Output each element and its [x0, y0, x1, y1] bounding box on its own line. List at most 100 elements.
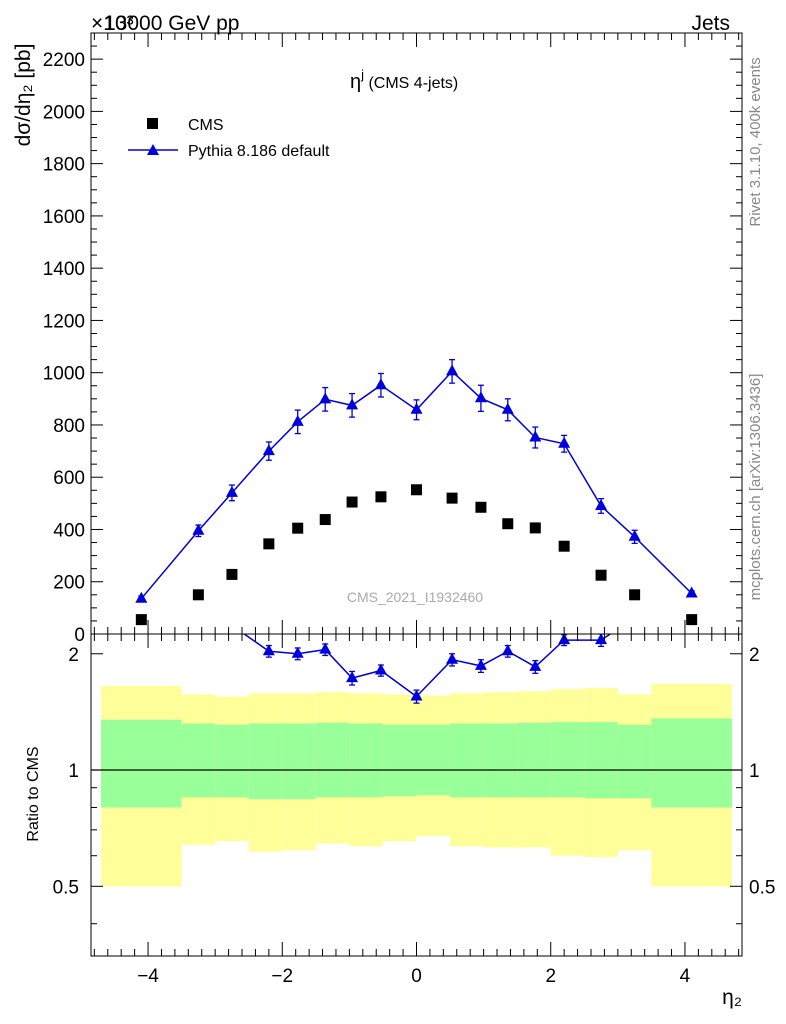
pythia-point [346, 398, 359, 410]
cms-point [558, 540, 570, 552]
pythia-point [192, 523, 205, 535]
inner-uncertainty-band [315, 722, 350, 798]
inner-uncertainty-band [450, 723, 484, 798]
cms-point [595, 569, 607, 581]
inner-uncertainty-band [382, 724, 417, 797]
x-axis-title: η₂ [722, 986, 742, 1009]
inner-uncertainty-band [248, 723, 283, 800]
plot-title-main: η [350, 71, 361, 93]
y-exponent-label: ×10³ [91, 12, 134, 35]
header-left-text: 13000 GeV pp [104, 12, 239, 35]
plot-title-rest: (CMS 4-jets) [364, 75, 458, 92]
watermark-label: CMS_2021_I1932460 [347, 589, 483, 605]
pythia-point [225, 485, 238, 497]
top-panel-axes: 0 200 400 600 800 1000 1200 1400 1600 1800 2000 220… [43, 32, 743, 646]
cms-point [411, 484, 422, 496]
cms-point [529, 522, 541, 534]
top-y-tick-label: 1600 [43, 207, 85, 228]
pythia-point [558, 436, 571, 448]
x-tick-label: 0 [411, 966, 422, 987]
cms-point [629, 589, 641, 601]
cms-point [135, 614, 147, 626]
bottom-y-tick-label-left: 0.5 [53, 877, 79, 898]
inner-uncertainty-band [617, 724, 652, 799]
pythia-point [135, 591, 148, 603]
ratio-point [319, 642, 332, 654]
inner-uncertainty-band [550, 722, 585, 798]
ratio-point [346, 671, 359, 683]
top-y-tick-label: 2200 [43, 50, 85, 71]
legend-cms-label: CMS [188, 117, 224, 134]
cms-point [226, 568, 238, 580]
pythia-point [628, 529, 641, 541]
cms-point [319, 514, 331, 526]
mcplots-side-label: mcplots.cern.ch [arXiv:1306.3436] [747, 374, 764, 601]
bottom-y-tick-label-right: 1 [749, 761, 760, 782]
top-y-tick-label: 1000 [43, 364, 85, 385]
cms-point [375, 491, 387, 503]
inner-uncertainty-band [282, 723, 316, 800]
x-tick-label: 4 [680, 966, 691, 987]
inner-uncertainty-band [349, 723, 383, 798]
top-y-tick-label: 600 [53, 468, 85, 489]
plot-title: ηj (CMS 4-jets) [350, 67, 458, 93]
inner-uncertainty-band [651, 718, 732, 808]
pythia-point [374, 378, 387, 390]
pythia-point [319, 392, 332, 404]
inner-uncertainty-band [101, 719, 182, 808]
x-tick-label: −2 [271, 966, 293, 987]
inner-uncertainty-band [483, 723, 518, 798]
cms-point [346, 496, 358, 508]
pythia-point [595, 498, 608, 510]
top-y-tick-label: 1400 [43, 259, 85, 280]
bottom-panel-content [91, 634, 742, 887]
inner-uncertainty-band [416, 724, 451, 796]
ratio-point [291, 646, 304, 658]
plot-title-superscript: j [360, 67, 364, 82]
cms-point [292, 522, 304, 534]
bottom-y-axis-title: Ratio to CMS [25, 746, 42, 841]
cms-point [263, 538, 275, 550]
bottom-y-tick-label-left: 1 [68, 761, 79, 782]
top-y-tick-label: 800 [53, 416, 85, 437]
legend-pythia-marker [147, 144, 159, 155]
ratio-point [374, 663, 387, 675]
pythia-point [474, 391, 487, 403]
header-right-text: Jets [691, 12, 730, 35]
ratio-point [410, 689, 423, 701]
ratio-point [595, 634, 608, 645]
pythia-point [446, 364, 459, 376]
pythia-point [685, 586, 698, 598]
ratio-point [446, 652, 459, 664]
top-y-tick-label: 1200 [43, 311, 85, 332]
bottom-y-tick-label-left: 2 [68, 645, 79, 666]
pythia-point [262, 444, 275, 456]
rivet-side-label: Rivet 3.1.10, 400k events [747, 57, 764, 226]
ratio-point [474, 658, 487, 670]
cms-point [192, 589, 204, 601]
x-tick-label: −4 [137, 966, 159, 987]
legend-pythia-label: Pythia 8.186 default [188, 143, 330, 160]
legend: CMS Pythia 8.186 default [128, 117, 330, 160]
top-y-tick-label: 1800 [43, 155, 85, 176]
top-y-tick-label: 2000 [43, 102, 85, 123]
ratio-point [262, 644, 275, 656]
top-y-axis-title: dσ/dη₂ [pb] [12, 44, 35, 147]
pythia-point [291, 414, 304, 426]
inner-uncertainty-band [517, 722, 551, 798]
ratio-point [501, 644, 514, 656]
bottom-y-tick-label-right: 0.5 [749, 877, 775, 898]
cms-point [686, 614, 698, 626]
pythia-point [529, 430, 542, 442]
bottom-y-tick-label-right: 2 [749, 645, 760, 666]
legend-cms-marker [147, 118, 158, 129]
cms-point [502, 518, 514, 530]
inner-uncertainty-band [181, 723, 216, 798]
pythia-point [501, 402, 514, 414]
ratio-point [529, 659, 542, 671]
top-y-tick-label: 400 [53, 520, 85, 541]
top-y-tick-label: 200 [53, 573, 85, 594]
top-y-tick-label: 0 [74, 625, 85, 646]
top-panel-content: CMS_2021_I1932460 [135, 358, 698, 626]
